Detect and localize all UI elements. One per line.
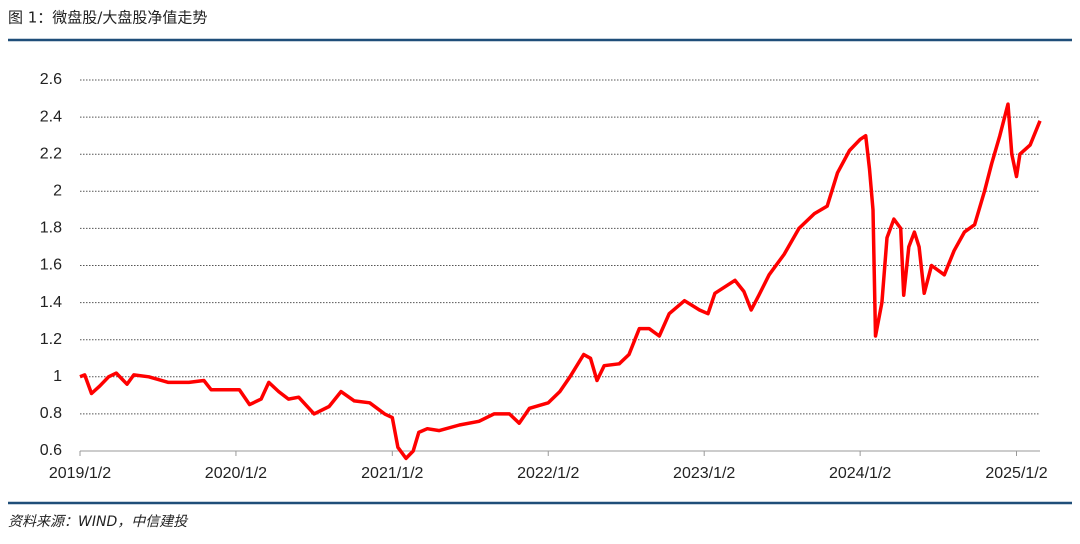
x-tick-label: 2019/1/2 [49,465,111,482]
x-tick-label: 2020/1/2 [205,465,267,482]
x-tick-label: 2024/1/2 [829,465,891,482]
y-tick-label: 2 [53,183,62,200]
y-tick-label: 1.4 [40,294,62,311]
y-tick-label: 1.2 [40,331,62,348]
y-tick-label: 1.6 [40,257,62,274]
y-tick-label: 1 [53,368,62,385]
y-tick-label: 2.6 [40,71,62,88]
x-tick-label: 2022/1/2 [517,465,579,482]
x-tick-label: 2021/1/2 [361,465,423,482]
source-note: 资料来源：WIND，中信建投 [8,514,189,530]
x-tick-label: 2023/1/2 [673,465,735,482]
chart-title: 图 1：微盘股/大盘股净值走势 [8,9,207,27]
data-line [79,102,1042,461]
y-tick-label: 0.6 [40,442,62,459]
y-tick-label: 2.4 [40,108,62,125]
y-tick-label: 1.8 [40,220,62,237]
y-tick-label: 0.8 [40,405,62,422]
x-tick-label: 2025/1/2 [985,465,1047,482]
y-tick-label: 2.2 [40,145,62,162]
